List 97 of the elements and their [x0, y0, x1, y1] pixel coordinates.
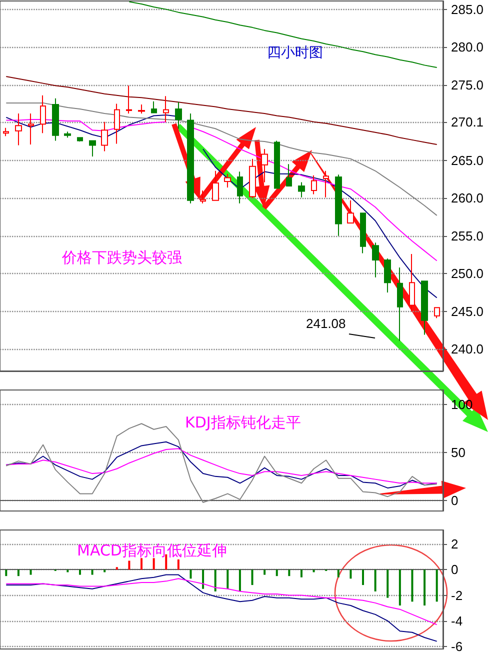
y-tick-label: 275.0 — [451, 77, 484, 92]
y-tick-label: 100 — [451, 396, 473, 412]
bar — [30, 570, 32, 575]
candlestick — [138, 104, 145, 114]
candlestick — [409, 253, 415, 312]
candlestick — [335, 174, 342, 236]
bar — [91, 570, 94, 575]
candlestick — [40, 94, 46, 134]
y-tick-label: 0 — [451, 492, 458, 508]
bar — [202, 570, 204, 589]
candlestick — [298, 182, 305, 198]
candlestick — [64, 131, 71, 138]
y-tick-label: 285.0 — [451, 2, 484, 17]
line-series — [6, 578, 438, 626]
candlestick — [323, 170, 329, 198]
annotation: 价格下跌势头较强 — [61, 248, 182, 266]
bar — [398, 570, 401, 606]
candlestick — [187, 113, 194, 204]
bar — [337, 570, 340, 578]
candlestick — [224, 173, 231, 188]
y-tick-label: 265.0 — [451, 152, 484, 168]
y-tick-label: 245.0 — [451, 304, 484, 319]
bar — [436, 570, 438, 602]
line-series — [6, 448, 438, 484]
y-tick-label: 260.0 — [451, 190, 484, 206]
bar — [312, 570, 315, 572]
bar — [288, 570, 290, 576]
candlestick — [286, 164, 292, 186]
candlestick — [274, 140, 280, 189]
line-series — [6, 441, 438, 488]
bar — [17, 570, 20, 576]
bar — [214, 570, 216, 592]
annotation: KDJ指标钝化走平 — [185, 414, 301, 432]
candlestick — [212, 170, 219, 201]
candlestick — [151, 100, 157, 114]
candlestick — [77, 137, 83, 142]
candlestick — [434, 307, 440, 319]
y-tick-label: 0 — [451, 562, 458, 578]
y-tick-label: -6 — [451, 638, 463, 653]
candlestick — [15, 113, 22, 146]
bar — [140, 558, 143, 570]
bar — [104, 570, 106, 572]
line-series — [6, 76, 438, 145]
bar — [177, 559, 180, 570]
annotation: MACD指标向低位延伸 — [77, 542, 227, 560]
bar — [128, 560, 130, 570]
bar — [264, 570, 266, 575]
bar — [190, 570, 192, 579]
y-tick-label: 240.0 — [451, 342, 484, 357]
candlestick — [249, 158, 256, 199]
text: 四小时图 — [267, 44, 323, 60]
candlestick — [421, 280, 428, 336]
annotation: 241.08 — [306, 316, 346, 331]
y-tick-label: 50 — [451, 444, 466, 460]
candlestick — [200, 190, 206, 204]
candlestick — [347, 200, 354, 224]
candlestick — [28, 113, 34, 145]
bar — [362, 570, 364, 586]
bar — [411, 570, 414, 602]
candlestick — [175, 102, 182, 130]
bar — [66, 570, 69, 572]
line-series — [128, 1, 438, 68]
y-tick-label: 250.0 — [451, 266, 484, 282]
bar — [116, 567, 118, 570]
y-tick-label: 255.0 — [451, 228, 484, 244]
bar — [300, 570, 302, 578]
candlestick — [397, 267, 403, 342]
bar — [78, 570, 81, 575]
bar — [386, 570, 389, 598]
candlestick — [101, 121, 108, 152]
candlestick — [114, 103, 120, 144]
bar — [276, 570, 278, 576]
bar — [5, 570, 8, 576]
candlestick — [163, 96, 169, 122]
candlestick — [89, 140, 96, 158]
bar — [152, 558, 155, 570]
candlestick — [126, 85, 132, 114]
candlestick — [372, 242, 379, 278]
line-series — [6, 574, 438, 642]
bar — [424, 570, 426, 606]
candlestick — [384, 258, 391, 293]
y-tick-label: 270.1 — [451, 114, 484, 130]
candlestick — [311, 174, 317, 195]
candlestick — [237, 171, 243, 204]
bar — [350, 570, 352, 579]
y-tick-label: -2 — [451, 588, 463, 603]
bar — [374, 570, 376, 592]
bar — [238, 570, 241, 592]
candlestick — [360, 212, 366, 254]
candlestick — [3, 127, 9, 137]
bar — [226, 570, 229, 589]
bar — [251, 570, 254, 586]
y-tick-label: 2 — [451, 536, 458, 552]
candlestick — [261, 148, 268, 183]
y-tick-label: 280.0 — [451, 40, 484, 55]
y-tick-label: -4 — [451, 613, 463, 628]
candlestick — [52, 98, 59, 142]
